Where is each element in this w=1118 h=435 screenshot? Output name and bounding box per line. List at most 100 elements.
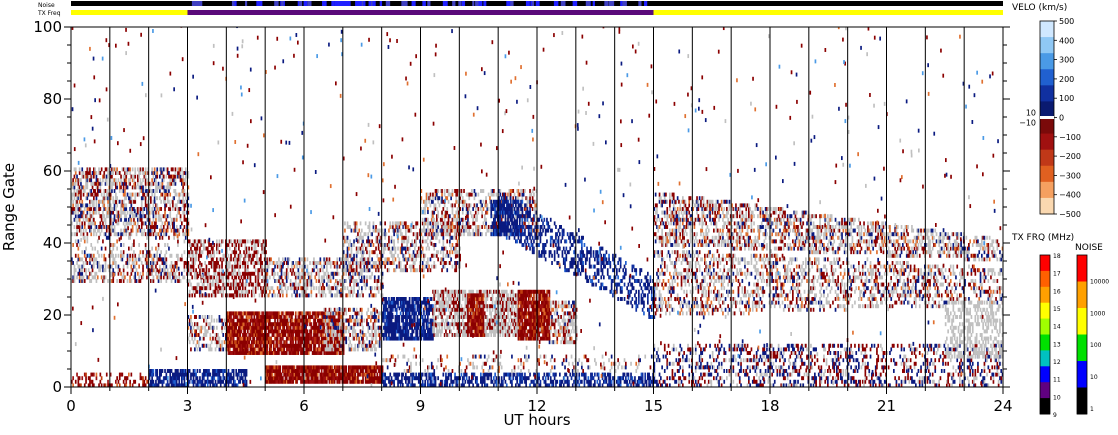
scatter-cell xyxy=(517,203,520,208)
scatter-cell xyxy=(133,174,135,179)
scatter-cell xyxy=(244,261,247,265)
scatter-cell xyxy=(125,221,128,226)
scatter-cell xyxy=(201,286,204,291)
scatter-cell xyxy=(124,196,126,201)
scatter-cell xyxy=(85,246,87,251)
scatter-cell xyxy=(212,261,214,265)
scatter-cell xyxy=(494,225,496,229)
scatter-cell xyxy=(465,228,468,233)
scatter-cell xyxy=(638,293,640,298)
scatter-cell xyxy=(515,228,517,233)
scatter-cell xyxy=(243,322,245,327)
scatter-cell xyxy=(96,250,99,255)
scatter-cell xyxy=(329,279,332,283)
scatter-cell xyxy=(241,315,244,319)
scatter-cell xyxy=(201,336,204,341)
scatter-cell xyxy=(272,333,275,337)
scatter-cell xyxy=(276,293,279,298)
scatter-cell xyxy=(148,203,151,208)
scatter-cell xyxy=(98,261,100,265)
scatter-cell xyxy=(498,189,500,193)
scatter-cell xyxy=(648,315,650,319)
scatter-cell xyxy=(236,271,239,276)
scatter-cell xyxy=(355,271,358,276)
scatter-cell xyxy=(271,333,274,337)
scatter-cell xyxy=(329,293,332,298)
scatter-cell xyxy=(493,232,495,237)
scatter-cell xyxy=(590,246,592,251)
scatter-cell xyxy=(135,268,138,273)
scatter-cell xyxy=(284,315,287,319)
scatter-cell xyxy=(71,257,73,262)
scatter-cell xyxy=(414,246,416,251)
scatter-cell xyxy=(177,253,179,258)
scatter-cell xyxy=(256,329,258,334)
scatter-cell xyxy=(296,351,298,355)
scatter-cell xyxy=(209,261,212,265)
scatter-cell xyxy=(213,250,216,255)
scatter-cell xyxy=(649,279,652,283)
scatter-cell xyxy=(161,192,164,197)
scatter-cell xyxy=(162,257,165,262)
scatter-cell xyxy=(162,174,165,179)
scatter-cell xyxy=(442,232,445,237)
scatter-cell xyxy=(183,239,186,244)
scatter-cell xyxy=(256,261,258,265)
scatter-cell xyxy=(83,279,86,283)
scatter-cell xyxy=(395,232,398,237)
scatter-cell xyxy=(272,340,275,345)
scatter-cell xyxy=(178,171,181,175)
scatter-cell xyxy=(152,275,155,280)
scatter-cell xyxy=(247,343,249,348)
scatter-cell xyxy=(315,264,318,269)
scatter-cell xyxy=(582,253,584,258)
scatter-cell xyxy=(433,264,436,269)
scatter-cell xyxy=(196,289,199,294)
scatter-cell xyxy=(420,250,423,255)
scatter-cell xyxy=(177,228,179,233)
scatter-cell xyxy=(405,264,407,269)
scatter-cell xyxy=(182,192,184,197)
txfreq-strip xyxy=(71,10,1003,15)
scatter-cell xyxy=(165,250,168,255)
scatter-cell xyxy=(98,199,100,204)
scatter-cell xyxy=(93,167,95,172)
scatter-cell xyxy=(521,243,524,247)
noise-strip-cell xyxy=(331,1,335,6)
scatter-cell xyxy=(250,289,253,294)
scatter-cell xyxy=(342,282,345,287)
scatter-cell xyxy=(187,185,190,190)
scatter-cell xyxy=(399,264,402,269)
scatter-cell xyxy=(513,225,516,229)
scatter-cell xyxy=(411,239,414,244)
scatter-cell xyxy=(166,181,169,186)
scatter-cell xyxy=(134,171,137,175)
scatter-cell xyxy=(228,286,231,291)
scatter-cell xyxy=(348,289,350,294)
scatter-cell xyxy=(289,340,292,345)
scatter-cell xyxy=(279,336,282,341)
scatter-cell xyxy=(357,261,359,265)
scatter-cell xyxy=(116,167,118,172)
scatter-cell xyxy=(210,293,213,298)
scatter-cell xyxy=(441,246,443,251)
scatter-cell xyxy=(109,217,112,222)
scatter-cell xyxy=(357,271,359,276)
scatter-cell xyxy=(438,228,441,233)
scatter-cell xyxy=(226,336,228,341)
scatter-cell xyxy=(603,286,605,291)
scatter-cell xyxy=(436,217,438,222)
scatter-cell xyxy=(228,239,231,244)
scatter-cell xyxy=(630,289,632,294)
scatter-cell xyxy=(405,228,407,233)
scatter-cell xyxy=(612,279,614,283)
scatter-cell xyxy=(421,261,424,265)
scatter-cell xyxy=(177,243,179,247)
scatter-cell xyxy=(635,271,638,276)
scatter-cell xyxy=(270,325,272,330)
scatter-cell xyxy=(142,275,144,280)
noise-strip-cell xyxy=(371,1,376,6)
scatter-cell xyxy=(102,203,104,208)
scatter-cell xyxy=(612,257,614,262)
scatter-cell xyxy=(148,228,151,233)
